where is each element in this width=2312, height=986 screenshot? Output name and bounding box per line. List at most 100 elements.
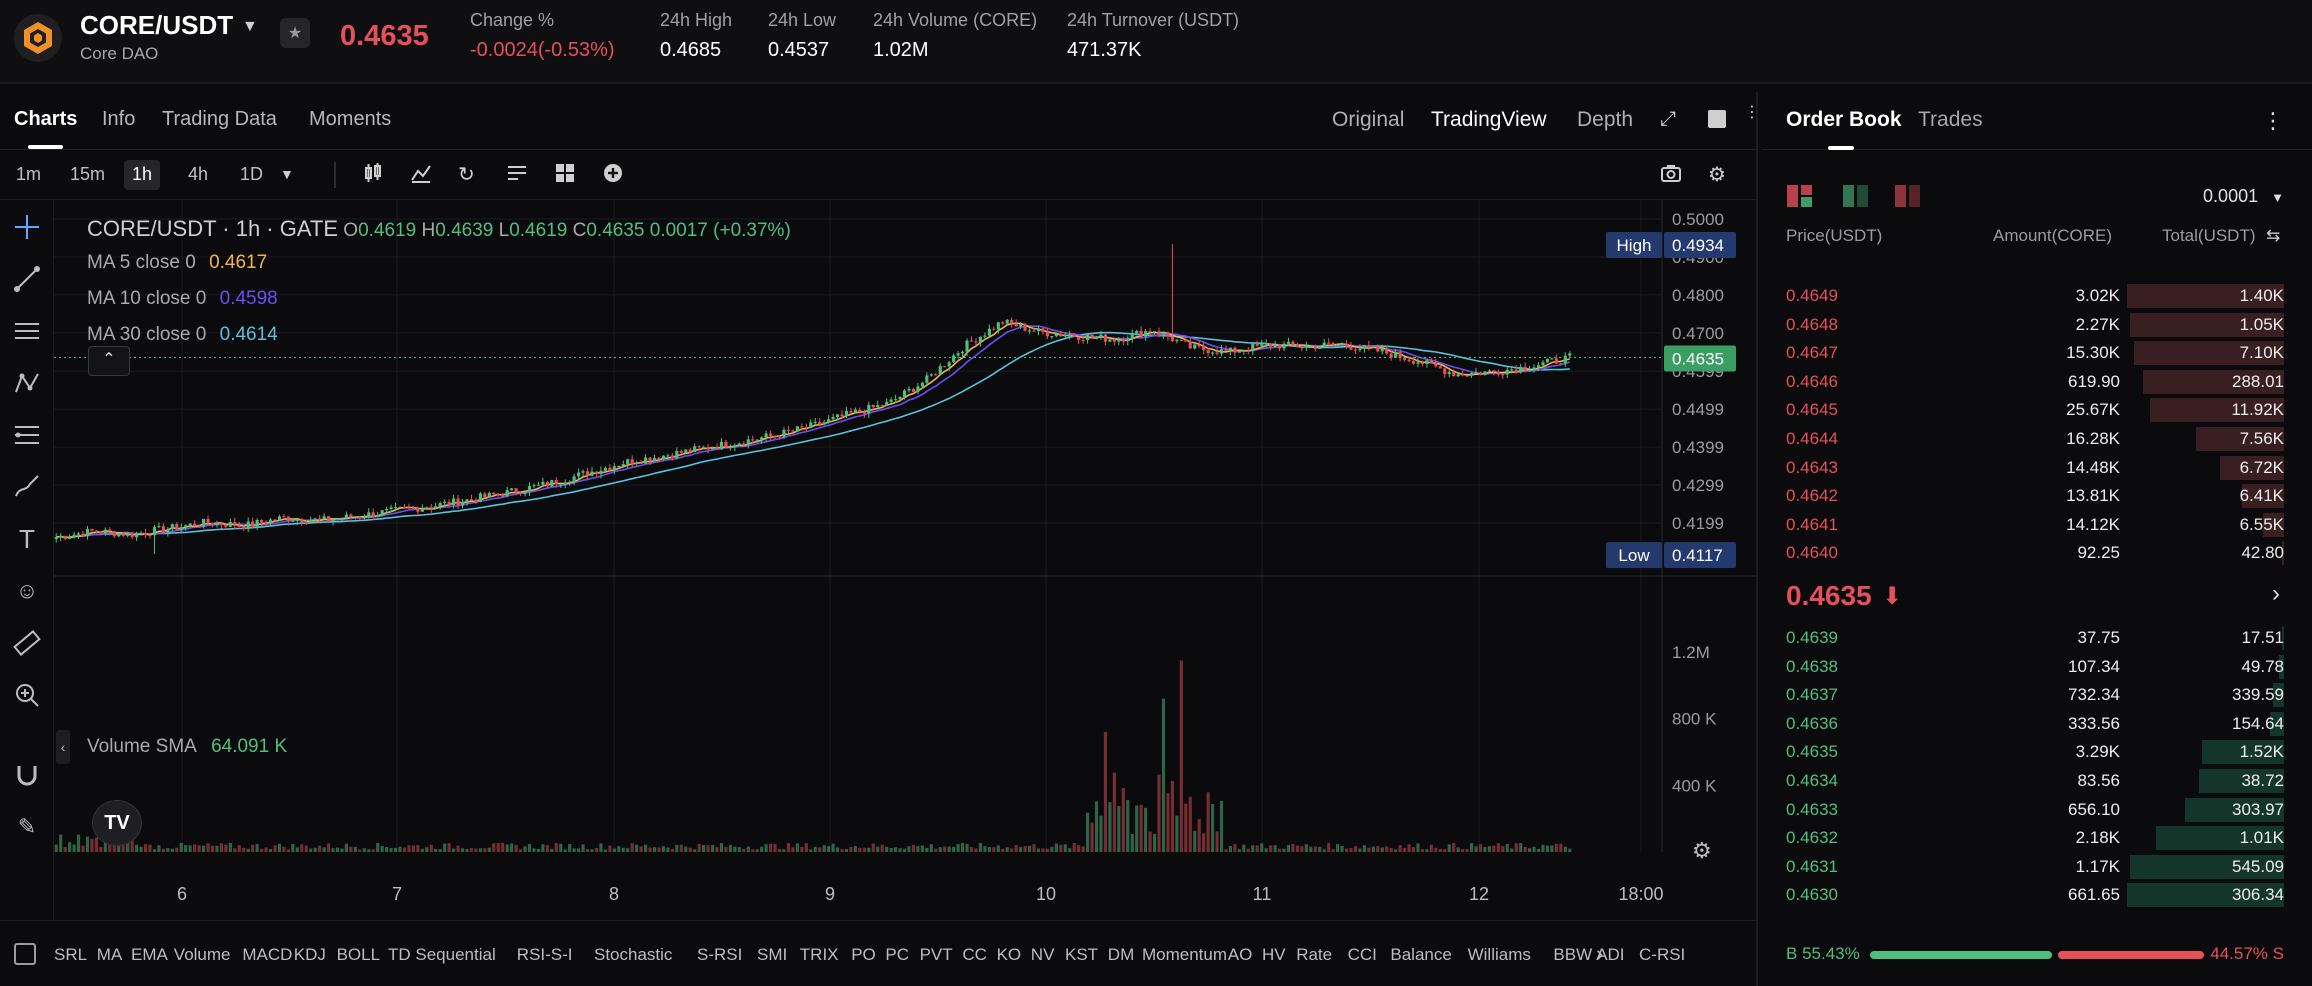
collapse-toolbar-icon[interactable]: ‹	[56, 730, 70, 764]
pattern-icon[interactable]	[12, 368, 42, 398]
ask-row[interactable]: 0.4646 619.90 288.01	[1762, 368, 2312, 396]
panel-menu-icon[interactable]: ⋮	[1744, 104, 1760, 121]
timeframe-4h[interactable]: 4h	[188, 164, 209, 184]
indicator-item[interactable]: EMA	[131, 945, 168, 964]
timeframe-15m[interactable]: 15m	[70, 164, 106, 184]
timeframe-1h[interactable]: 1h	[124, 160, 161, 190]
indicator-item[interactable]: Williams	[1467, 945, 1531, 964]
gear-icon[interactable]: ⚙	[1708, 164, 1726, 186]
tab-moments[interactable]: Moments	[309, 108, 392, 130]
magnet-icon[interactable]	[12, 760, 42, 790]
tab-depth[interactable]: Depth	[1577, 108, 1634, 131]
orderbook-menu-icon[interactable]: ⋮	[2262, 108, 2284, 133]
indicator-item[interactable]: PVT	[919, 945, 953, 964]
bid-row[interactable]: 0.4635 3.29K 1.52K	[1762, 738, 2312, 766]
indicators-icon[interactable]	[410, 162, 432, 190]
bid-row[interactable]: 0.4631 1.17K 545.09	[1762, 853, 2312, 881]
ma10-legend[interactable]: MA 10 close 0 0.4598	[87, 288, 278, 310]
text-tool-icon[interactable]: T	[19, 524, 35, 554]
tradingview-logo-icon[interactable]: TV	[92, 800, 142, 846]
tab-info[interactable]: Info	[102, 108, 136, 130]
bid-row[interactable]: 0.4639 37.75 17.51	[1762, 624, 2312, 652]
ask-row[interactable]: 0.4643 14.48K 6.72K	[1762, 454, 2312, 482]
col-total[interactable]: Total(USDT)	[2162, 226, 2256, 245]
indicator-item[interactable]: PO	[851, 945, 876, 964]
ask-row[interactable]: 0.4640 92.25 42.80	[1762, 539, 2312, 567]
indicator-item[interactable]: MACD	[242, 945, 293, 964]
indicator-item[interactable]: DM	[1107, 945, 1135, 964]
ask-row[interactable]: 0.4644 16.28K 7.56K	[1762, 425, 2312, 453]
tab-tradingview[interactable]: TradingView	[1431, 108, 1547, 131]
chart-area[interactable]: 0.50000.49000.48000.47000.45990.44990.43…	[54, 200, 1758, 920]
timeframe-dropdown-icon[interactable]: ▼	[280, 166, 294, 182]
indicator-item[interactable]: KDJ	[293, 945, 326, 964]
candle-type-icon[interactable]	[362, 162, 384, 190]
view-bids-icon[interactable]	[1842, 184, 1870, 208]
indicator-item[interactable]: KO	[996, 945, 1022, 964]
indicator-item[interactable]: C-RSI	[1639, 945, 1686, 964]
replay-icon[interactable]: ↻	[458, 164, 475, 186]
pair-symbol[interactable]: CORE/USDT	[80, 10, 234, 40]
precision-select[interactable]: 0.0001 ▼	[2203, 186, 2284, 207]
view-both-icon[interactable]	[1786, 184, 1814, 208]
indicator-item[interactable]: SMI	[757, 945, 788, 964]
emoji-icon[interactable]: ☺	[15, 578, 39, 603]
indicator-item[interactable]: TD Sequential	[388, 945, 496, 964]
bid-row[interactable]: 0.4636 333.56 154.64	[1762, 710, 2312, 738]
ruler-icon[interactable]	[12, 628, 42, 658]
indicator-item[interactable]: BOLL	[336, 945, 381, 964]
favorite-star-icon[interactable]: ★	[280, 18, 310, 48]
settings-list-icon[interactable]	[506, 162, 528, 190]
indicator-item[interactable]: BBW	[1553, 945, 1593, 964]
indicator-scroll-right-icon[interactable]: ›	[1596, 941, 1604, 966]
indicator-item[interactable]: KST	[1065, 945, 1099, 964]
crosshair-icon[interactable]	[12, 212, 42, 242]
fib-retracement-icon[interactable]	[12, 420, 42, 450]
indicator-item[interactable]: Balance	[1390, 945, 1452, 964]
timeframe-1m[interactable]: 1m	[16, 164, 42, 184]
volume-legend[interactable]: Volume SMA 64.091 K	[87, 736, 287, 758]
indicator-item[interactable]: Rate	[1296, 945, 1333, 964]
brush-icon[interactable]	[12, 472, 42, 502]
bid-row[interactable]: 0.4637 732.34 339.59	[1762, 681, 2312, 709]
fullscreen-icon[interactable]: ⤢	[1660, 108, 1676, 130]
chart-settings-gear-icon[interactable]: ⚙	[1692, 838, 1712, 863]
indicator-item[interactable]: ADI	[1596, 945, 1625, 964]
indicator-item[interactable]: MA	[96, 945, 123, 964]
indicator-item[interactable]: TRIX	[799, 945, 839, 964]
indicator-item[interactable]: HV	[1262, 945, 1286, 964]
bid-row[interactable]: 0.4634 83.56 38.72	[1762, 767, 2312, 795]
ask-row[interactable]: 0.4647 15.30K 7.10K	[1762, 339, 2312, 367]
tab-trading-data[interactable]: Trading Data	[162, 108, 277, 130]
calendar-icon[interactable]	[14, 943, 36, 965]
ask-row[interactable]: 0.4649 3.02K 1.40K	[1762, 282, 2312, 310]
indicator-item[interactable]: Momentum	[1142, 945, 1228, 964]
trend-line-icon[interactable]	[12, 264, 42, 294]
indicator-item[interactable]: AO	[1227, 945, 1253, 964]
indicator-item[interactable]: RSI-S-I	[516, 945, 573, 964]
layout-grid-icon[interactable]	[554, 162, 576, 190]
indicator-item[interactable]: S-RSI	[697, 945, 743, 964]
indicator-item[interactable]: PC	[885, 945, 910, 964]
pencil-lock-icon[interactable]: ✎	[17, 814, 37, 839]
horizontal-lines-icon[interactable]	[12, 316, 42, 346]
indicator-item[interactable]: NV	[1030, 945, 1055, 964]
ask-row[interactable]: 0.4642 13.81K 6.41K	[1762, 482, 2312, 510]
add-plus-icon[interactable]	[602, 162, 624, 190]
ma30-legend[interactable]: MA 30 close 0 0.4614	[87, 324, 278, 346]
ask-row[interactable]: 0.4645 25.67K 11.92K	[1762, 396, 2312, 424]
collapse-legend-button[interactable]: ⌃	[88, 346, 130, 376]
bid-row[interactable]: 0.4630 661.65 306.34	[1762, 881, 2312, 909]
ma5-legend[interactable]: MA 5 close 0 0.4617	[87, 252, 267, 274]
swap-columns-icon[interactable]: ⇆	[2266, 226, 2281, 245]
bid-row[interactable]: 0.4638 107.34 49.78	[1762, 653, 2312, 681]
camera-icon[interactable]	[1660, 162, 1682, 190]
chevron-right-icon[interactable]: ›	[2272, 580, 2280, 607]
indicator-item[interactable]: SRL	[54, 945, 88, 964]
zoom-in-icon[interactable]	[12, 680, 42, 710]
indicator-item[interactable]: Stochastic	[594, 945, 673, 964]
bid-row[interactable]: 0.4632 2.18K 1.01K	[1762, 824, 2312, 852]
pair-dropdown-icon[interactable]: ▼	[242, 18, 258, 35]
view-asks-icon[interactable]	[1894, 184, 1922, 208]
tab-order-book[interactable]: Order Book	[1786, 108, 1902, 150]
